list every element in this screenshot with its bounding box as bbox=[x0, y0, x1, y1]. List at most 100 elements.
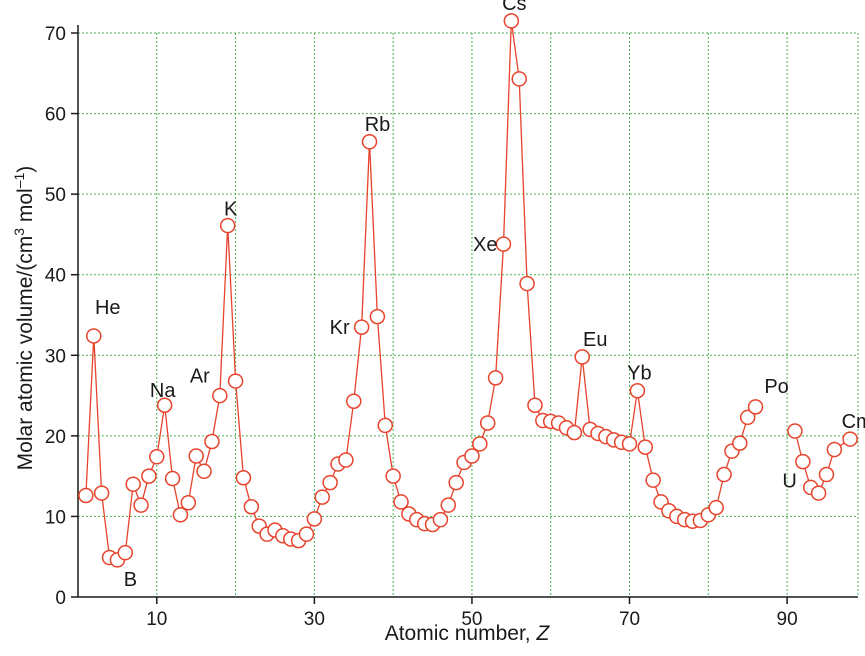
grid-layer bbox=[78, 32, 859, 597]
y-tick-label: 0 bbox=[55, 588, 66, 609]
element-label: Po bbox=[764, 376, 788, 398]
data-point bbox=[196, 463, 212, 480]
data-point bbox=[377, 417, 394, 434]
element-label: Na bbox=[150, 380, 176, 402]
data-point bbox=[298, 526, 315, 542]
data-point bbox=[180, 494, 197, 511]
element-label: Xe bbox=[473, 234, 497, 256]
data-point bbox=[172, 507, 189, 523]
x-axis-variable: Z bbox=[535, 622, 550, 645]
element-label: Cm bbox=[842, 411, 865, 433]
y-tick-label: 60 bbox=[45, 105, 66, 126]
data-point bbox=[440, 497, 457, 513]
data-point bbox=[125, 476, 141, 492]
y-axis-label: Molar atomic volume/(cm3 mol–1) bbox=[11, 166, 37, 471]
data-point bbox=[227, 373, 244, 389]
data-point bbox=[708, 499, 724, 516]
element-label: He bbox=[95, 297, 121, 319]
series-layer bbox=[78, 13, 858, 568]
data-point bbox=[818, 466, 835, 483]
y-tick-label: 20 bbox=[45, 427, 66, 448]
data-point bbox=[732, 435, 748, 451]
data-point bbox=[204, 433, 220, 450]
element-labels: He B Na Ar K Kr Rb Xe Cs Eu Yb Po U Cm bbox=[95, 0, 865, 591]
data-point bbox=[243, 499, 260, 515]
data-point bbox=[479, 415, 496, 431]
x-tick-label: 50 bbox=[461, 609, 482, 630]
x-axis-label: Atomic number, Z bbox=[385, 622, 551, 645]
axes: 0 10 20 30 40 50 60 70 10 30 50 70 90 bbox=[45, 24, 858, 630]
data-point bbox=[219, 217, 236, 234]
x-tick-label: 10 bbox=[146, 609, 167, 630]
data-point bbox=[164, 470, 181, 487]
y-tick-label: 30 bbox=[45, 346, 66, 367]
data-point bbox=[322, 474, 338, 491]
data-point bbox=[842, 431, 858, 447]
element-label: B bbox=[124, 569, 137, 591]
y-axis-label-sup3: 3 bbox=[11, 228, 27, 236]
data-point bbox=[511, 71, 527, 87]
y-tick-label: 50 bbox=[45, 185, 66, 206]
data-point bbox=[448, 474, 464, 491]
data-point bbox=[361, 134, 378, 150]
data-point bbox=[385, 468, 401, 484]
data-point bbox=[487, 370, 504, 386]
y-axis-label-mid: mol bbox=[14, 188, 37, 228]
y-tick-label: 10 bbox=[45, 507, 66, 528]
data-point bbox=[503, 13, 520, 29]
element-label: Ar bbox=[190, 366, 210, 388]
data-point bbox=[314, 489, 330, 505]
element-label: U bbox=[782, 471, 796, 493]
element-label: Kr bbox=[330, 317, 350, 339]
data-point bbox=[495, 236, 512, 252]
data-point bbox=[574, 349, 590, 365]
data-point bbox=[188, 448, 204, 464]
data-point bbox=[566, 424, 583, 441]
y-axis-label-text: Molar atomic volume/(cm bbox=[14, 236, 37, 471]
data-point bbox=[472, 436, 488, 452]
data-point bbox=[621, 436, 638, 452]
data-point bbox=[464, 448, 480, 464]
data-point bbox=[393, 494, 409, 510]
element-label: K bbox=[224, 199, 238, 221]
data-point bbox=[353, 319, 370, 335]
y-tick-label: 40 bbox=[45, 266, 66, 287]
x-tick-label: 90 bbox=[777, 609, 798, 630]
data-point bbox=[346, 393, 362, 409]
data-point bbox=[369, 308, 386, 325]
data-point bbox=[212, 387, 228, 404]
data-point bbox=[93, 485, 110, 501]
data-point bbox=[86, 328, 102, 344]
data-point bbox=[519, 275, 535, 292]
data-point bbox=[787, 423, 803, 439]
data-point bbox=[527, 397, 543, 413]
data-point bbox=[629, 382, 646, 399]
element-label: Cs bbox=[502, 0, 526, 15]
x-tick-label: 70 bbox=[619, 609, 640, 630]
data-point bbox=[156, 397, 173, 413]
element-label: Yb bbox=[627, 363, 651, 385]
data-point bbox=[716, 466, 732, 483]
data-point bbox=[338, 452, 354, 468]
data-point bbox=[235, 470, 252, 486]
data-point bbox=[747, 399, 764, 415]
element-label: Rb bbox=[365, 114, 391, 136]
data-point bbox=[826, 441, 843, 458]
x-tick-label: 30 bbox=[304, 609, 325, 630]
y-tick-label: 70 bbox=[45, 24, 66, 45]
element-label: Eu bbox=[583, 329, 607, 351]
data-point bbox=[149, 449, 165, 465]
x-axis-label-text: Atomic number, bbox=[385, 622, 537, 645]
data-point bbox=[810, 485, 827, 501]
data-point bbox=[795, 453, 811, 470]
data-point bbox=[117, 544, 134, 561]
data-point bbox=[141, 468, 157, 484]
data-point bbox=[739, 409, 756, 426]
data-point bbox=[432, 511, 449, 528]
data-point bbox=[133, 497, 149, 513]
y-axis-label-supneg: –1 bbox=[11, 172, 27, 188]
data-point bbox=[78, 487, 94, 504]
data-point bbox=[306, 511, 323, 527]
y-axis-label-end: ) bbox=[14, 166, 37, 173]
